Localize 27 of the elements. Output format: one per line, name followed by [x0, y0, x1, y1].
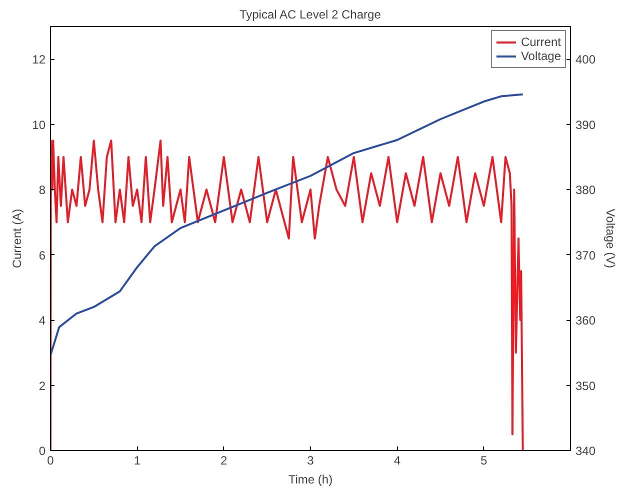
y2-tick-label: 360	[576, 314, 596, 328]
y-tick-label: 6	[38, 248, 46, 262]
y2-tick-label: 380	[576, 183, 596, 198]
x-tick-label: 2	[220, 454, 228, 468]
line-series	[50, 93, 524, 356]
y2-tick-label: 400	[576, 52, 596, 67]
x-tick-label: 3	[307, 454, 314, 468]
x-tick-label: 5	[480, 454, 488, 468]
y2-tick-label: 370	[576, 248, 596, 262]
legend-label: Current	[520, 35, 561, 49]
y2-tick-label: 340	[576, 444, 596, 458]
y-tick-label: 4	[38, 314, 46, 328]
x-tick-label: 4	[394, 454, 401, 468]
x-tick-label: 0	[47, 454, 54, 468]
legend-label: Voltage	[520, 49, 561, 63]
x-axis-title: Time (h)	[288, 472, 333, 486]
y2-axis-title: Voltage (V)	[604, 208, 618, 268]
y-tick-label: 0	[38, 444, 46, 458]
chart-title: Typical AC Level 2 Charge	[239, 8, 382, 22]
y2-tick-label: 350	[576, 378, 596, 393]
x-tick-label: 1	[134, 454, 141, 468]
y-tick-label: 2	[38, 378, 46, 393]
y-tick-label: 8	[38, 183, 46, 198]
y-tick-label: 10	[32, 118, 46, 132]
y2-tick-label: 390	[576, 118, 596, 132]
y-axis-title: Current (A)	[10, 208, 24, 268]
y-tick-label: 12	[32, 52, 46, 67]
